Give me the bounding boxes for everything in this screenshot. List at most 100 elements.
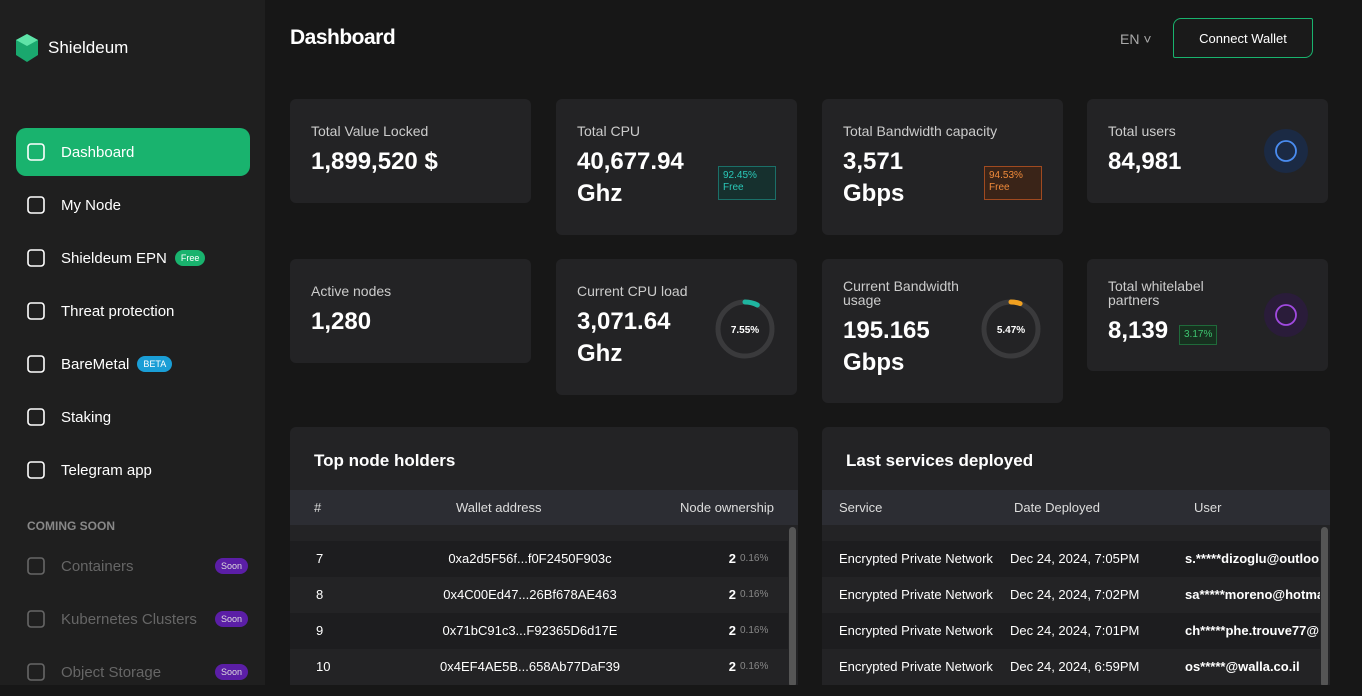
stat-badge: 92.45% Free (718, 166, 776, 200)
nav-label: Dashboard (61, 143, 135, 161)
stat-card: Total Value Locked 1,899,520 $ (290, 99, 531, 203)
stat-value: 1,899,520 $ (311, 146, 510, 178)
stat-value: 195.165 Gbps (843, 315, 1042, 379)
stat-unit: Ghz (577, 180, 623, 207)
nav-item[interactable]: BareMetal BETA (16, 340, 250, 388)
nav-label: Threat protection (61, 302, 175, 320)
stat-title: Current CPU load (577, 283, 688, 299)
icon-shape (27, 663, 45, 681)
stat-card: Total whitelabel partners 8,139 3.17% (1087, 259, 1328, 371)
service: Encrypted Private Network (839, 551, 993, 566)
node-count: 2 (728, 623, 736, 638)
icon-shape (1275, 304, 1297, 326)
scrollbar[interactable] (789, 527, 796, 685)
stat-title: Current Bandwidth usage (843, 278, 959, 308)
icon-shape (27, 610, 45, 628)
nav-badge: Free (174, 250, 206, 266)
panel-title: Last services deployed (846, 451, 1034, 470)
stat-card: Current CPU load 3,071.64 Ghz 7.55% (556, 259, 797, 395)
node-count: 2 (728, 587, 736, 602)
date: Dec 24, 2024, 6:59PM (1010, 659, 1140, 674)
column-header: # (314, 500, 322, 515)
nav-item[interactable]: Telegram app (16, 446, 250, 494)
nav-icon (27, 196, 45, 214)
wallet: 0x4EF4AE5B...658Ab77DaF39 (440, 659, 620, 674)
nav-item[interactable]: Threat protection (16, 287, 250, 335)
ring-arc (715, 299, 775, 359)
nav-label: Containers (61, 557, 134, 575)
brand-name: Shieldeum (48, 38, 129, 57)
badge-note: Free (989, 182, 1010, 193)
table-row: Encrypted Private Network Dec 24, 2024, 7… (822, 577, 1320, 613)
stat-number: 3,071.64 (577, 308, 671, 335)
stat-icon (1264, 293, 1308, 337)
stat-value: 40,677.94 Ghz (577, 146, 776, 210)
nav-icon (27, 461, 45, 479)
nav-badge: BETA (137, 356, 173, 372)
table-body: Encrypted Private Network Dec 24, 2024, 7… (822, 525, 1320, 685)
progress-ring: 7.55% (715, 299, 775, 359)
table-row: Encrypted Private Network Dec 24, 2024, 6… (822, 649, 1320, 685)
nav-item[interactable]: Dashboard (16, 128, 250, 176)
rank: 10 (316, 659, 331, 674)
stat-value: 8,139 (1108, 315, 1307, 347)
icon-shape (27, 196, 45, 214)
icon-shape (27, 302, 45, 320)
stat-number: 195.165 (843, 317, 930, 344)
icon-shape (27, 557, 45, 575)
table-body: 7 0xa2d5F56f...f0F2450F903c 2 0.16% 8 0x4C00E… (290, 525, 788, 685)
node-share: 0.16% (740, 661, 769, 672)
stat-card: Total CPU 40,677.94 Ghz 92.45% Free (556, 99, 797, 235)
stat-badge: 94.53% Free (984, 166, 1042, 200)
progress-ring: 5.47% (981, 299, 1041, 359)
icon-glyph (1275, 140, 1297, 162)
nav-icon (27, 610, 45, 628)
nav-label: My Node (61, 196, 122, 214)
nav-item[interactable]: Staking (16, 393, 250, 441)
table-row: 8 0x4C00Ed47...26Bf678AE463 2 0.16% (290, 577, 788, 613)
nav-item[interactable]: My Node (16, 181, 250, 229)
connect-wallet[interactable]: Connect Wallet (1173, 18, 1313, 58)
stat-number: 84,981 (1108, 148, 1182, 175)
stat-number: 40,677.94 (577, 148, 684, 175)
stat-number: 3,571 (843, 148, 904, 175)
stat-value: 3,571 Gbps (843, 146, 1042, 210)
stat-title: Total CPU (577, 123, 641, 139)
scrollbar[interactable] (1321, 527, 1328, 685)
table-header: # Wallet address Node ownership (290, 490, 798, 525)
date: Dec 24, 2024, 7:01PM (1010, 623, 1140, 638)
language-select[interactable]: EN ˅ (1120, 31, 1152, 47)
user: ch*****phe.trouve77@ (1185, 623, 1320, 638)
stat-card: Total users 84,981 (1087, 99, 1328, 203)
stat-card: Current Bandwidth usage 195.165 Gbps 5.47% (822, 259, 1063, 403)
stat-badge: 3.17% (1179, 325, 1218, 345)
user: os*****@walla.co.il (1185, 659, 1300, 674)
stat-value: 1,280 (311, 306, 510, 338)
stat-value: 3,071.64 Ghz (577, 306, 776, 370)
table-row: Encrypted Private Network Dec 24, 2024, 7… (822, 613, 1320, 649)
node-share: 0.16% (740, 625, 769, 636)
brand: Shieldeum (16, 34, 128, 62)
stat-card: Active nodes 1,280 (290, 259, 531, 363)
language: EN (1120, 31, 1140, 47)
service: Encrypted Private Network (839, 623, 993, 638)
nav-icon (27, 557, 45, 575)
stat-title: Total Bandwidth capacity (843, 123, 998, 139)
table-row: 10 0x4EF4AE5B...658Ab77DaF39 2 0.16% (290, 649, 788, 685)
nav-badge: Soon (214, 664, 248, 680)
icon-shape (27, 408, 45, 426)
nav-item[interactable]: Shieldeum EPN Free (16, 234, 250, 282)
nav-item: Containers Soon (16, 542, 250, 590)
ring-label: 7.55% (731, 325, 759, 336)
stat-card: Total Bandwidth capacity 3,571 Gbps 94.53% F… (822, 99, 1063, 235)
holders-panel: Top node holders # Wallet address Node owne… (290, 427, 798, 685)
nav-item: Object Storage Soon (16, 648, 250, 696)
service: Encrypted Private Network (839, 587, 993, 602)
rank: 7 (316, 551, 324, 566)
column-header: User (1194, 500, 1222, 515)
ring-arc (981, 299, 1041, 359)
nav-icon (27, 143, 45, 161)
nav-label: Telegram app (61, 461, 152, 479)
nav-badge: Soon (214, 558, 248, 574)
nav-label: Kubernetes Clusters (61, 610, 197, 628)
